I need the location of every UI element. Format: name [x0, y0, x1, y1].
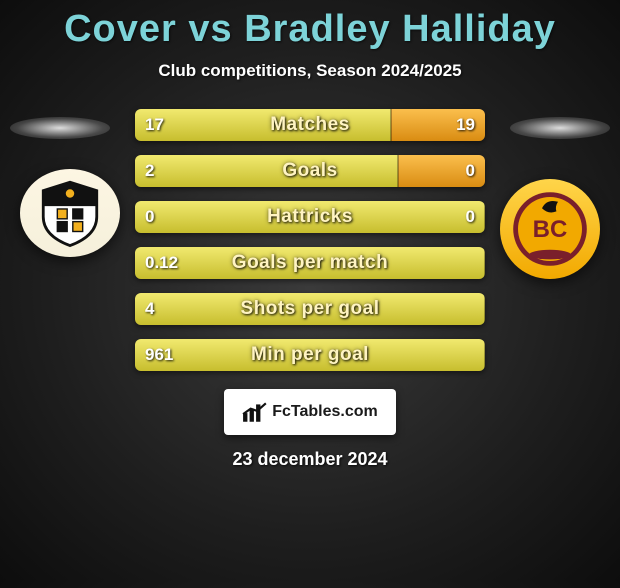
stat-row: 4Shots per goal	[135, 293, 485, 325]
stat-row: 961Min per goal	[135, 339, 485, 371]
fctables-logo-icon	[242, 401, 268, 423]
bar-fill-left	[135, 293, 485, 325]
stat-row: 0.12Goals per match	[135, 247, 485, 279]
bar-fill-left	[135, 201, 485, 233]
bar-fill-left	[135, 339, 485, 371]
bradford-city-crest-icon: BC	[510, 189, 590, 269]
player-left-shadow	[10, 117, 110, 139]
attribution-text: FcTables.com	[272, 403, 378, 421]
player-right-shadow	[510, 117, 610, 139]
date-text: 23 december 2024	[0, 449, 620, 470]
bar-fill-left	[135, 109, 391, 141]
bar-fill-left	[135, 155, 398, 187]
stat-row: 20Goals	[135, 155, 485, 187]
bar-fill-left	[135, 247, 485, 279]
bar-fill-right	[398, 155, 486, 187]
attribution-badge: FcTables.com	[224, 389, 396, 435]
stat-bars: 1719Matches 20Goals 00Hattricks 0.12Goals p…	[135, 109, 485, 371]
bar-fill-right	[391, 109, 486, 141]
subtitle: Club competitions, Season 2024/2025	[0, 61, 620, 81]
stat-row: 1719Matches	[135, 109, 485, 141]
stat-row: 00Hattricks	[135, 201, 485, 233]
port-vale-crest-icon	[30, 178, 110, 248]
club-badge-right: BC	[500, 179, 600, 279]
svg-text:BC: BC	[533, 216, 568, 243]
page-title: Cover vs Bradley Halliday	[0, 8, 620, 51]
club-badge-left	[20, 169, 120, 257]
comparison-stage: BC 1719Matches 20Goals 00Hattricks 0.12Goal…	[0, 109, 620, 371]
